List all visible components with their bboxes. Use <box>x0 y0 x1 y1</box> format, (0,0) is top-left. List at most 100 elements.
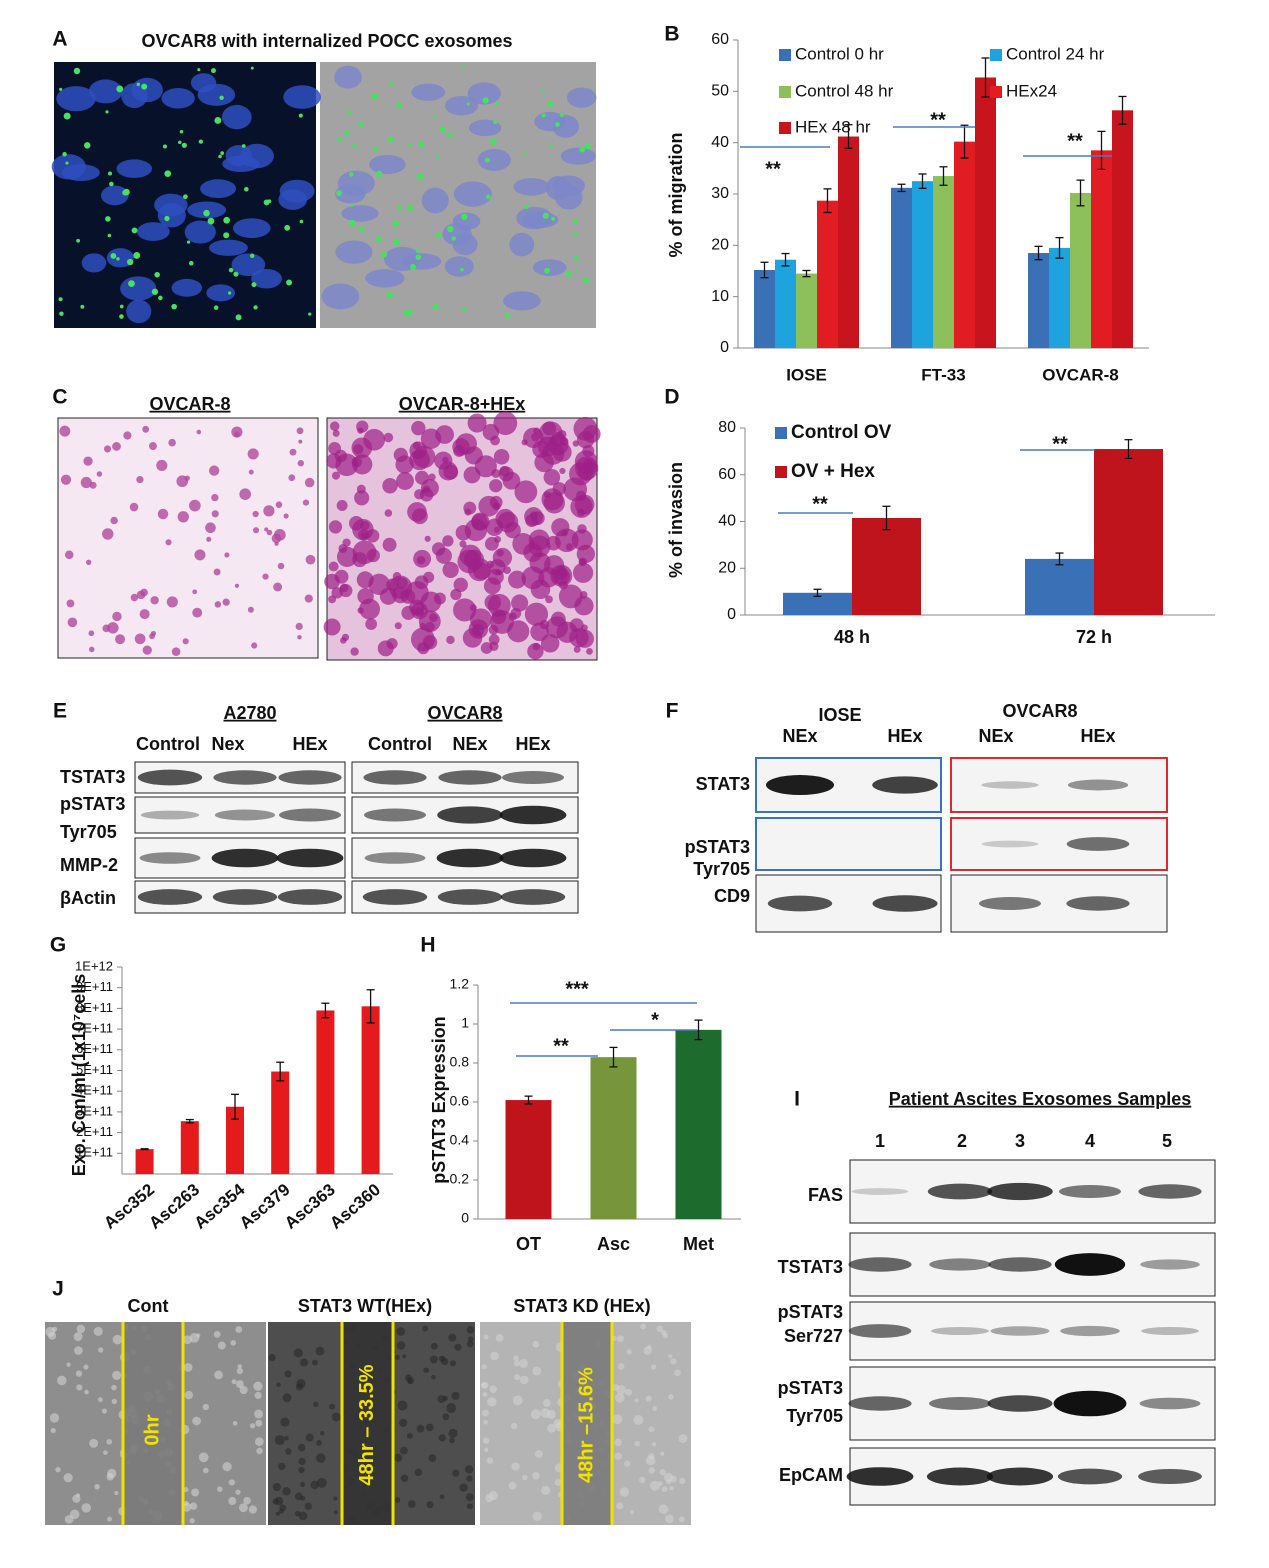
row-label: βActin <box>60 888 116 908</box>
cell <box>282 1487 291 1496</box>
row-label: TSTAT3 <box>778 1257 843 1277</box>
exosome <box>286 279 293 286</box>
cell <box>625 1388 633 1396</box>
cell <box>426 1501 434 1509</box>
cell <box>252 510 259 518</box>
cell <box>482 1392 488 1397</box>
cell <box>278 1462 286 1470</box>
cell <box>342 538 351 547</box>
cell <box>191 1488 200 1497</box>
exosome <box>116 85 124 93</box>
legend-label: Control OV <box>791 422 892 443</box>
exosome <box>462 307 467 312</box>
band <box>986 1467 1054 1486</box>
exosome <box>416 249 421 254</box>
cell <box>252 527 260 534</box>
exosome <box>158 295 163 301</box>
cell <box>213 1330 221 1338</box>
band <box>1066 896 1130 911</box>
cell <box>237 1364 242 1369</box>
cell <box>457 549 481 574</box>
cell <box>165 539 172 546</box>
cell <box>416 1424 425 1433</box>
bar <box>891 187 912 348</box>
exosome <box>461 213 468 220</box>
y-tick-label: 50 <box>711 83 729 100</box>
bar <box>180 1121 199 1174</box>
cell <box>541 488 564 511</box>
cell <box>446 635 455 645</box>
cell <box>316 1440 322 1446</box>
cell <box>279 1504 287 1512</box>
cell <box>410 627 435 652</box>
exosome <box>386 291 394 299</box>
cell <box>177 511 189 523</box>
cell <box>415 470 430 485</box>
cell <box>304 594 313 603</box>
exosome <box>451 236 457 241</box>
exosome <box>447 225 454 233</box>
cell <box>668 1354 673 1359</box>
cell <box>488 634 500 645</box>
cell <box>60 474 72 485</box>
y-tick-label: 7E+11 <box>76 1021 113 1036</box>
cell <box>311 1359 318 1366</box>
exosome <box>73 67 81 75</box>
lane-label: 2 <box>957 1131 967 1151</box>
cell <box>634 1398 639 1403</box>
cell <box>490 1351 499 1361</box>
cell <box>626 1349 632 1355</box>
x-tick-label: Asc352 <box>100 1180 158 1233</box>
cell <box>652 1406 658 1411</box>
cell <box>411 420 426 436</box>
cell <box>488 1490 498 1501</box>
exosome <box>298 113 303 118</box>
legend-label: Control 24 hr <box>1006 44 1105 63</box>
bar <box>590 1057 637 1219</box>
cell <box>253 1381 263 1391</box>
cell <box>442 561 459 579</box>
y-tick-label: 0 <box>720 339 729 356</box>
y-tick-label: 0.2 <box>450 1171 470 1187</box>
cell <box>658 1504 669 1515</box>
cell <box>545 595 553 604</box>
cell <box>425 1423 434 1432</box>
cell <box>619 1487 630 1497</box>
exosome <box>415 254 422 260</box>
exosome <box>565 270 573 278</box>
exosome <box>62 152 67 157</box>
cell <box>202 1467 209 1474</box>
cell <box>531 511 545 525</box>
cell <box>396 1341 406 1350</box>
band <box>437 889 503 905</box>
y-tick-label: 20 <box>718 559 736 576</box>
legend-swatch <box>775 466 787 478</box>
legend-label: HEx24 <box>1006 81 1057 100</box>
cell <box>101 1408 107 1414</box>
cell <box>382 478 398 494</box>
cell <box>482 423 500 441</box>
cell <box>668 1394 674 1400</box>
cell <box>66 1362 71 1367</box>
exosome <box>407 143 412 147</box>
band <box>767 895 833 912</box>
cell <box>251 642 258 649</box>
cell <box>284 1370 292 1378</box>
exosome <box>336 190 342 197</box>
cell <box>429 1355 438 1364</box>
cell <box>651 1441 657 1447</box>
cell <box>356 484 366 494</box>
band <box>438 770 502 785</box>
cell <box>406 1432 413 1439</box>
cell <box>297 460 305 467</box>
cell <box>130 593 139 602</box>
bar <box>975 77 996 349</box>
exosome <box>350 203 354 207</box>
cell <box>489 479 503 493</box>
significance-label: ** <box>765 158 781 180</box>
panel-letter: B <box>664 23 679 46</box>
panel-letter: E <box>53 700 67 723</box>
band <box>846 1467 914 1486</box>
exosome <box>197 68 201 72</box>
cell <box>463 501 477 515</box>
